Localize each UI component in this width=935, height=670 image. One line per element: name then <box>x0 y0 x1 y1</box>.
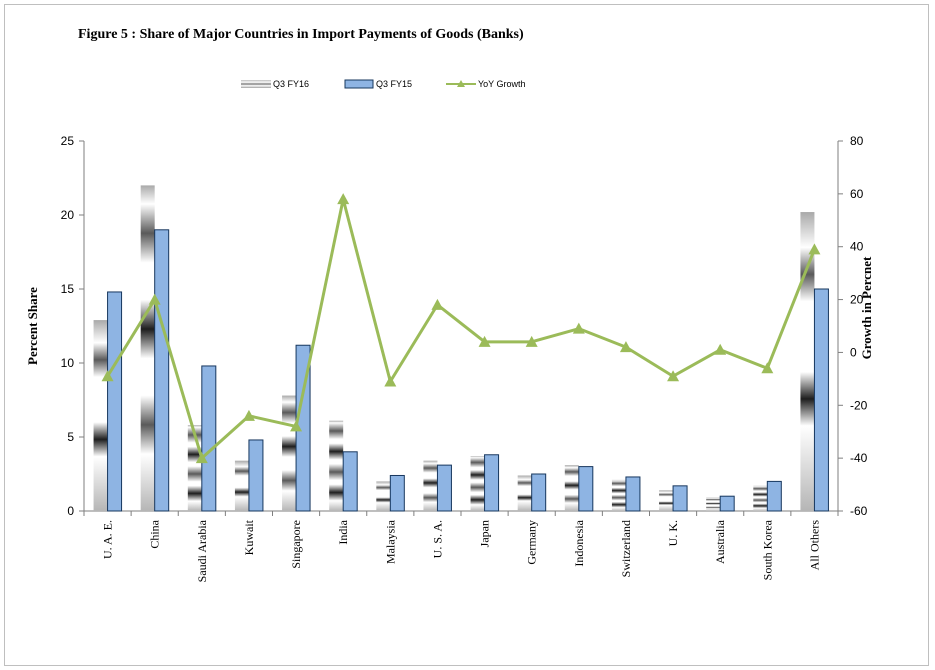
y-tick-label: 25 <box>61 134 75 148</box>
category-label: Kuwait <box>242 519 256 555</box>
bar-q3fy15 <box>719 495 735 512</box>
bar-q3fy16 <box>93 320 108 511</box>
y2-axis-title: Growth in Percnet <box>859 256 874 359</box>
category-label: India <box>336 519 350 544</box>
y2-tick-label: -20 <box>850 398 868 412</box>
bar-q3fy16 <box>659 490 674 511</box>
bar-q3fy16 <box>753 485 768 511</box>
legend-swatch-q3fy16 <box>241 80 271 88</box>
category-label: Germany <box>525 520 539 565</box>
category-label: Malaysia <box>383 519 397 564</box>
bar-q3fy15 <box>625 476 641 512</box>
chart-title: Figure 5 : Share of Major Countries in I… <box>78 27 524 42</box>
bar-q3fy16 <box>282 395 297 511</box>
category-label: U. K. <box>666 520 680 546</box>
bar-q3fy15 <box>484 454 500 512</box>
y2-tick-label: 80 <box>850 134 864 148</box>
legend-marker-growth <box>457 80 465 87</box>
growth-marker <box>290 420 303 432</box>
y-tick-label: 15 <box>61 282 75 296</box>
bar-q3fy15 <box>436 464 452 512</box>
bar-q3fy16 <box>611 479 626 511</box>
bar-q3fy15 <box>672 485 688 512</box>
category-label: All Others <box>807 520 821 571</box>
bar-q3fy16 <box>140 185 155 511</box>
bar-q3fy15 <box>389 474 405 512</box>
bar-q3fy15 <box>813 288 829 512</box>
growth-marker <box>525 335 538 347</box>
bar-q3fy16 <box>517 475 532 511</box>
category-label: Japan <box>478 520 492 547</box>
growth-marker <box>619 341 632 353</box>
category-label: South Korea <box>760 519 774 580</box>
legend-label-growth: YoY Growth <box>478 79 526 89</box>
y2-tick-label: 20 <box>850 293 864 307</box>
category-label: Australia <box>713 519 727 564</box>
y-tick-label: 20 <box>61 208 75 222</box>
growth-marker <box>667 370 680 382</box>
legend-label-q3fy16: Q3 FY16 <box>273 79 309 89</box>
bar-q3fy15 <box>578 466 594 512</box>
bar-q3fy16 <box>706 497 721 511</box>
category-label: U. A. E. <box>101 520 115 559</box>
y2-tick-label: -60 <box>850 504 868 518</box>
y-tick-label: 0 <box>67 504 74 518</box>
growth-marker <box>431 298 444 310</box>
bar-q3fy15 <box>154 229 170 512</box>
legend: Q3 FY16 Q3 FY15 YoY Growth <box>241 79 526 89</box>
y2-tick-label: 60 <box>850 187 864 201</box>
growth-marker <box>384 375 397 387</box>
growth-marker <box>572 322 585 334</box>
bar-q3fy15 <box>201 365 217 512</box>
bar-q3fy16 <box>376 481 391 511</box>
growth-marker <box>195 452 208 464</box>
bar-q3fy16 <box>800 212 815 512</box>
growth-marker <box>714 343 727 355</box>
legend-swatch-q3fy15 <box>344 79 374 89</box>
growth-marker <box>478 335 491 347</box>
bar-q3fy16 <box>564 465 579 511</box>
bar-q3fy15 <box>766 480 782 512</box>
y2-tick-label: -40 <box>850 451 868 465</box>
growth-marker <box>337 193 350 205</box>
growth-marker <box>242 409 255 421</box>
y-tick-label: 5 <box>67 430 74 444</box>
category-label: Indonesia <box>572 519 586 566</box>
growth-marker <box>101 370 114 382</box>
bar-q3fy15 <box>107 291 123 512</box>
bar-q3fy16 <box>470 456 485 511</box>
bar-q3fy16 <box>423 460 438 511</box>
bar-q3fy15 <box>531 473 547 512</box>
y-tick-label: 10 <box>61 356 75 370</box>
category-label: U. S. A. <box>430 520 444 558</box>
category-label: Switzerland <box>619 520 633 577</box>
growth-line <box>106 197 816 460</box>
y2-tick-label: 40 <box>850 240 864 254</box>
bar-q3fy15 <box>342 451 358 512</box>
category-label: China <box>148 519 162 548</box>
bar-q3fy16 <box>234 460 249 511</box>
bar-q3fy15 <box>248 439 264 512</box>
category-label: Saudi Arabia <box>195 519 209 582</box>
y-axis-title: Percent Share <box>25 287 40 365</box>
legend-label-q3fy15: Q3 FY15 <box>376 79 412 89</box>
growth-marker <box>808 243 821 255</box>
y2-tick-label: 0 <box>850 345 857 359</box>
category-label: Singapore <box>289 520 303 569</box>
growth-marker <box>148 293 161 305</box>
bar-q3fy16 <box>329 420 344 511</box>
growth-marker <box>761 362 774 374</box>
